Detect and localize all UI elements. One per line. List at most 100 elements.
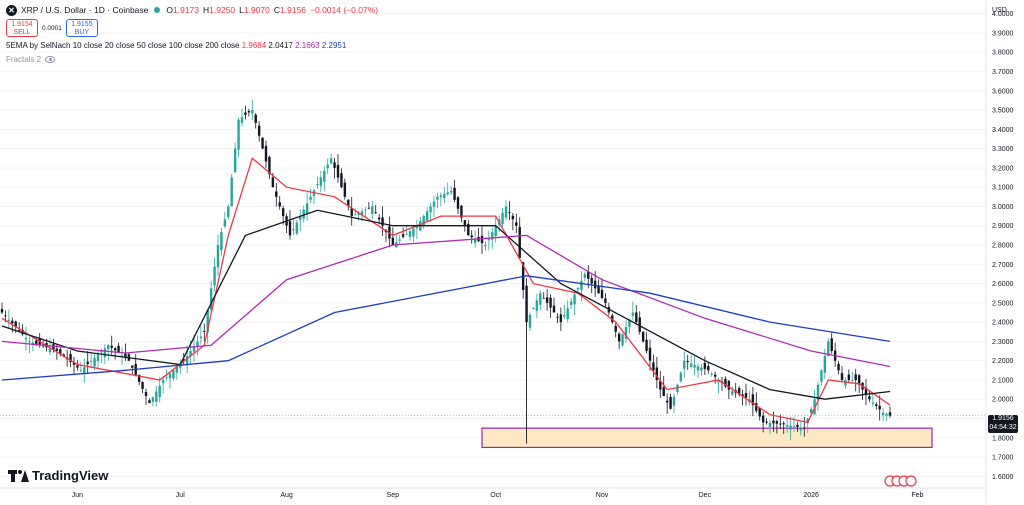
candle-body <box>333 162 336 168</box>
candle-body <box>364 209 367 211</box>
candle-body <box>124 353 127 359</box>
x-tick-label: Oct <box>490 492 501 499</box>
candle-body <box>21 329 24 335</box>
candle-body <box>453 187 456 200</box>
candle-body <box>7 319 11 321</box>
candle-body <box>552 305 556 313</box>
candle-body <box>576 287 580 290</box>
candle-body <box>148 400 151 404</box>
candle-body <box>288 221 292 236</box>
candle-body <box>436 196 439 200</box>
candle-body <box>741 394 744 397</box>
eye-hidden-icon[interactable] <box>45 56 56 63</box>
candle-body <box>713 374 717 377</box>
candle-body <box>840 373 844 380</box>
candle-body <box>796 424 799 427</box>
candle-body <box>117 345 120 353</box>
candle-body <box>631 312 635 316</box>
candle-body <box>251 110 254 114</box>
ema10-value: 1.9684 <box>241 41 267 50</box>
price-axis: 1.60001.70001.80001.90002.00002.10002.20… <box>992 11 1014 481</box>
candle-body <box>103 348 107 358</box>
candle-body <box>35 340 38 344</box>
candle-body <box>223 219 227 227</box>
candle-body <box>76 365 79 368</box>
sell-button[interactable]: 1.9154 SELL <box>6 19 38 37</box>
candle-body <box>700 367 703 371</box>
candle-body <box>460 205 463 218</box>
candle-body <box>199 336 203 339</box>
x-tick-label: Jun <box>72 492 83 499</box>
ema100-value: 2.2951 <box>321 41 347 50</box>
time-axis: Jun Jul Aug Sep Oct Nov Dec 2026 Feb <box>72 492 924 499</box>
candle-body <box>151 397 155 402</box>
candle-body <box>515 222 518 226</box>
candle-body <box>405 233 408 235</box>
ema-10-line <box>1 157 891 424</box>
tradingview-mark-icon <box>8 469 29 482</box>
last-price-value: 1.9156 <box>992 415 1014 422</box>
candle-body <box>292 228 295 231</box>
x-tick-label: Dec <box>699 492 712 499</box>
candle-body <box>374 212 377 213</box>
currency-label[interactable]: USD <box>992 7 1007 14</box>
candle-body <box>635 312 638 323</box>
candle-body <box>772 420 775 424</box>
candle-body <box>628 319 631 327</box>
candle-body <box>11 320 14 324</box>
candle-body <box>645 339 648 352</box>
candle-body <box>391 237 395 245</box>
ema-indicator-legend[interactable]: 5EMA by SelNach 10 close 20 close 50 clo… <box>6 41 378 52</box>
candle-body <box>439 195 443 198</box>
candle-body <box>175 367 179 373</box>
ohlc-close: C1.9156 <box>273 5 307 15</box>
candle-body <box>803 427 806 429</box>
candle-body <box>676 384 679 392</box>
buy-button[interactable]: 1.9155 BUY <box>65 19 98 37</box>
tradingview-logo[interactable]: TradingView <box>8 468 108 483</box>
y-tick-label: 2.0000 <box>992 397 1014 404</box>
candle-body <box>86 361 89 365</box>
candle-body <box>247 111 251 113</box>
support-zone-rect[interactable] <box>481 427 933 449</box>
candle-body <box>233 148 237 173</box>
candle-body <box>655 367 659 380</box>
candle-body <box>563 315 566 317</box>
y-tick-label: 3.5000 <box>992 108 1014 115</box>
y-tick-label: 2.1000 <box>992 377 1014 384</box>
candle-body <box>257 125 261 136</box>
candle-body <box>881 412 885 416</box>
candle-body <box>449 191 453 193</box>
candle-body <box>55 348 59 352</box>
candle-body <box>350 208 353 217</box>
candle-body <box>559 314 563 323</box>
fractals-label: Fractals 2 <box>6 55 42 64</box>
candle-body <box>737 387 741 395</box>
chart-legend: ✕ XRP / U.S. Dollar · 1D · Coinbase O1.9… <box>6 4 378 64</box>
y-tick-label: 3.0000 <box>992 204 1014 211</box>
y-tick-label: 1.6000 <box>992 474 1014 481</box>
candle-body <box>504 206 508 218</box>
trade-panel: 1.9154 SELL 0.0001 1.9155 BUY <box>6 19 378 37</box>
candle-body <box>799 427 803 431</box>
candle-body <box>456 197 460 209</box>
candle-body <box>398 239 401 241</box>
candle-body <box>0 308 4 313</box>
candle-body <box>141 382 144 389</box>
y-tick-label: 3.1000 <box>992 185 1014 192</box>
y-tick-label: 3.9000 <box>992 30 1014 37</box>
candle-body <box>353 214 357 216</box>
fractals-indicator-legend[interactable]: Fractals 2 <box>6 55 378 64</box>
x-tick-label: Nov <box>596 492 609 499</box>
candle-body <box>871 402 875 404</box>
y-tick-label: 2.3000 <box>992 339 1014 346</box>
candle-body <box>189 351 192 356</box>
candle-body <box>823 355 827 373</box>
candle-body <box>491 232 494 240</box>
ohlc-low: L1.9070 <box>239 5 270 15</box>
event-marker-icon[interactable] <box>905 475 917 487</box>
ema-20-line <box>1 209 891 400</box>
candle-body <box>220 232 223 251</box>
symbol-title[interactable]: XRP / U.S. Dollar · 1D · Coinbase <box>21 5 149 15</box>
